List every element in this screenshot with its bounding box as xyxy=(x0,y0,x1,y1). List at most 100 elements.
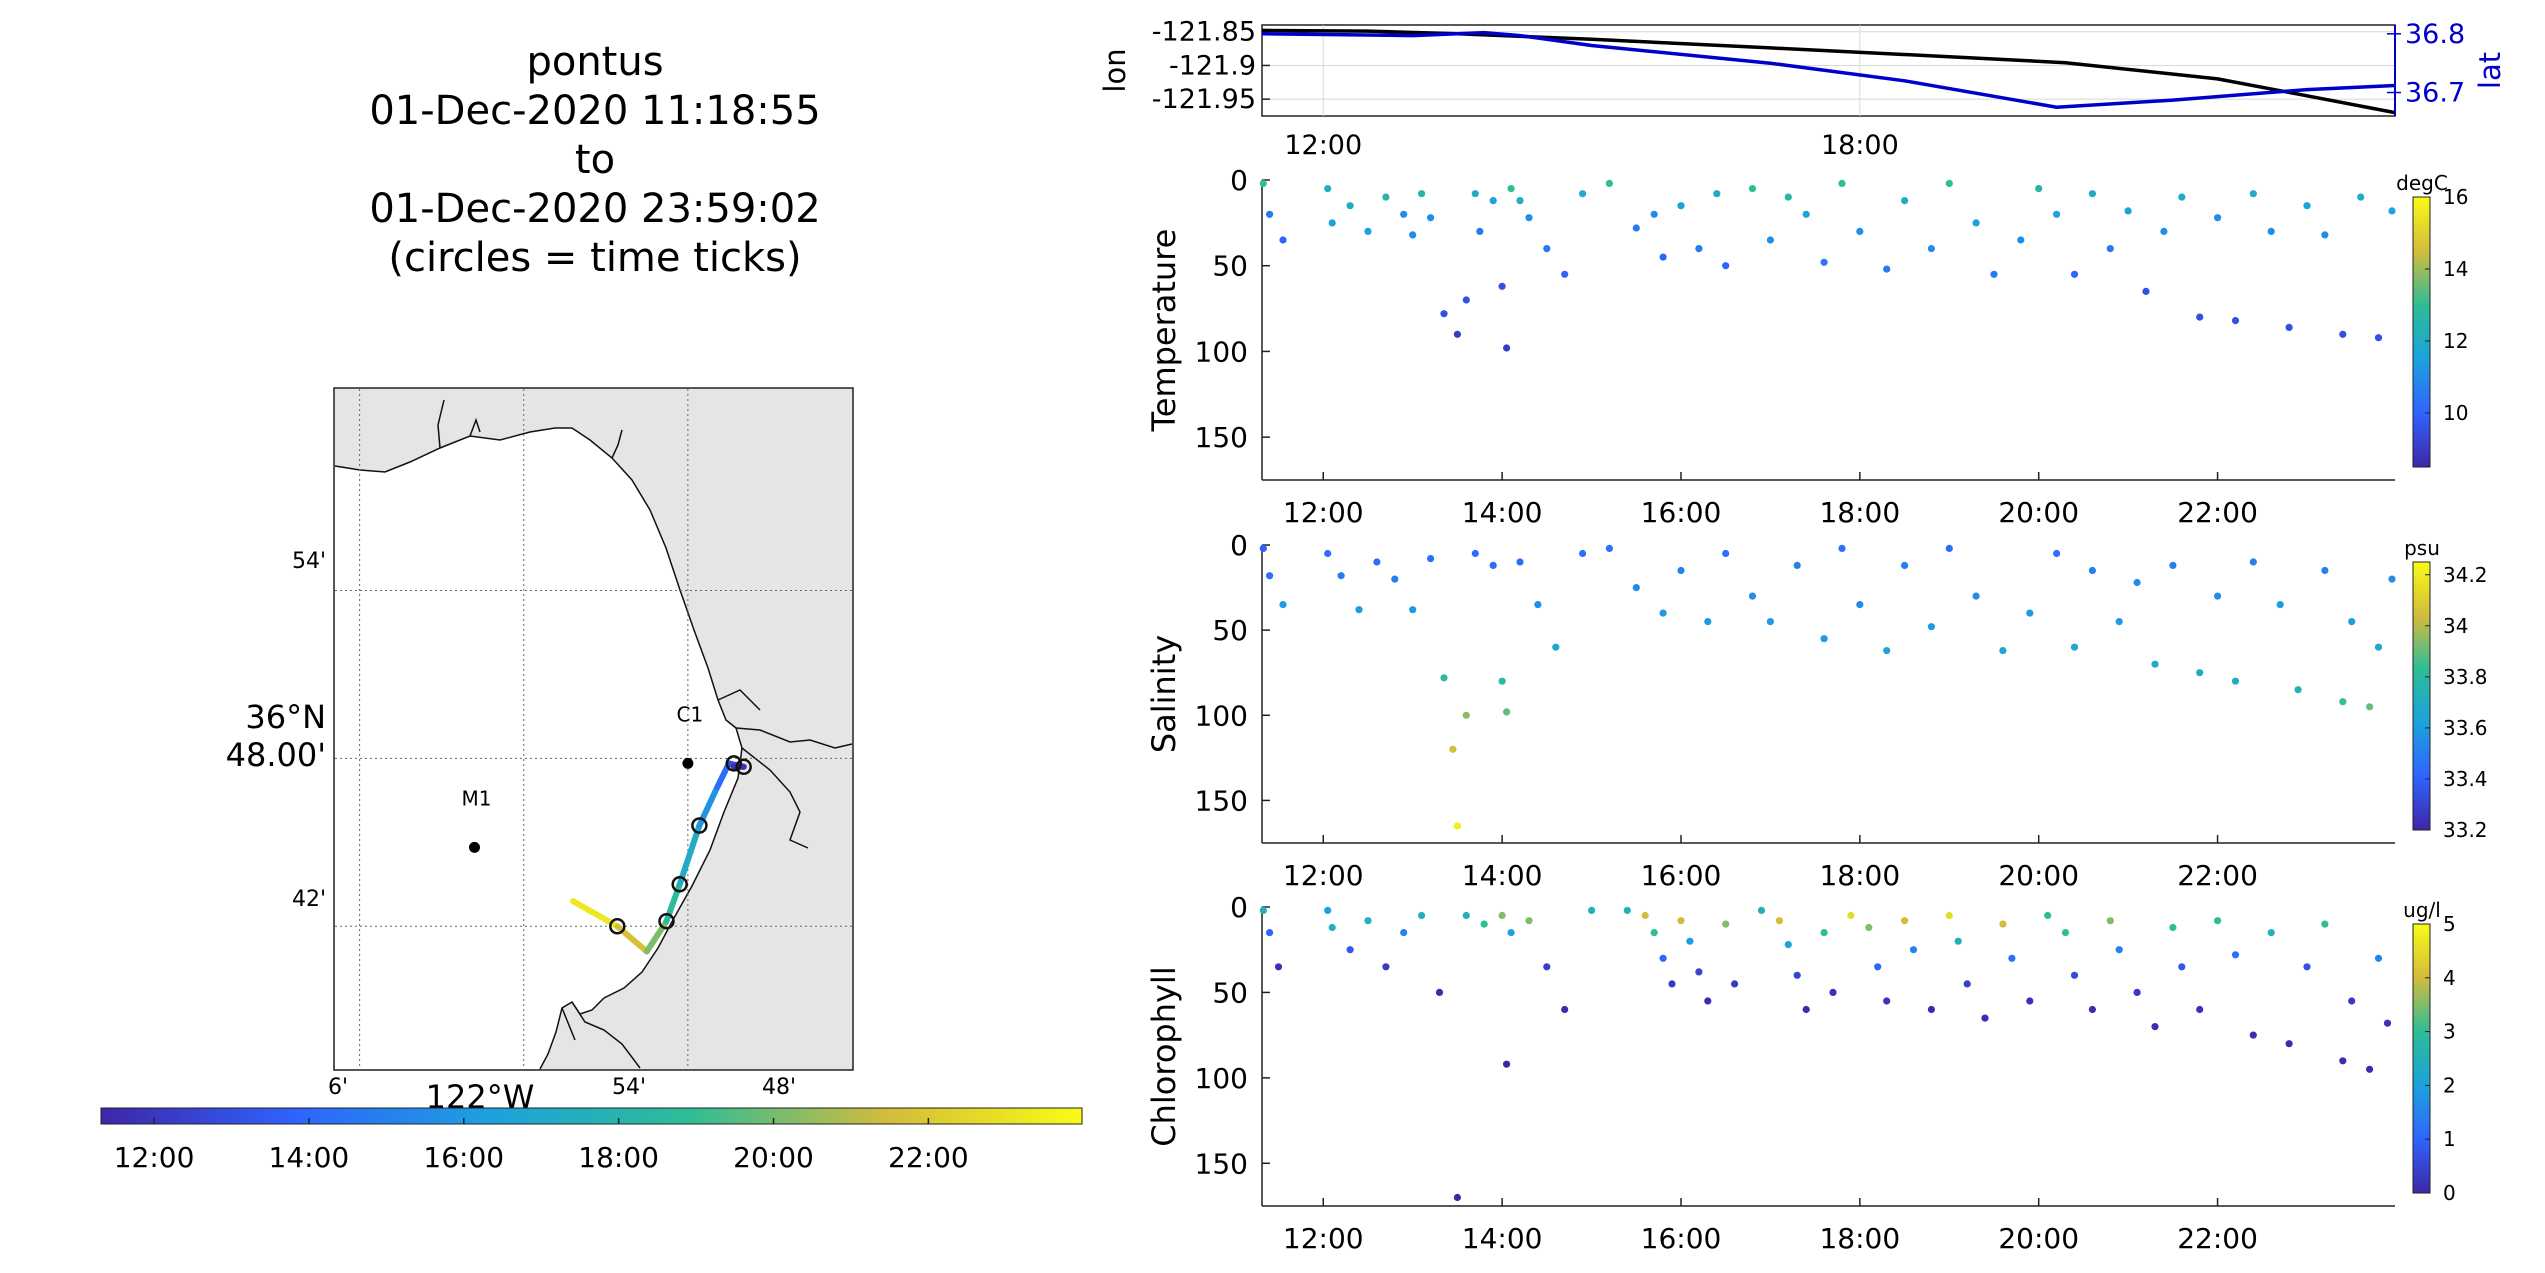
chlorophyll-data-point xyxy=(1328,923,1336,932)
temperature-data-point xyxy=(1266,210,1274,218)
salinity-data-point xyxy=(1259,544,1267,553)
temperature-data-point xyxy=(1409,231,1417,239)
temperature-xtick-label: 12:00 xyxy=(1283,496,1364,529)
salinity-xtick-label: 14:00 xyxy=(1462,859,1543,892)
temperature-data-point xyxy=(2285,323,2293,331)
chlorophyll-data-point xyxy=(2303,963,2311,971)
salinity-data-point xyxy=(2115,618,2123,626)
chlorophyll-data-point xyxy=(2321,920,2329,928)
chlorophyll-data-point xyxy=(1668,980,1676,988)
temperature-data-point xyxy=(2196,313,2204,321)
temperature-data-point xyxy=(1382,193,1390,201)
chlorophyll-data-point xyxy=(2115,946,2123,954)
temperature-colorbar-units: degC xyxy=(2396,171,2448,195)
map-coastline xyxy=(334,427,743,1070)
salinity-ytick-label: 150 xyxy=(1195,784,1248,817)
map-station-label: M1 xyxy=(462,786,492,810)
chlorophyll-data-point xyxy=(1847,911,1855,920)
chlorophyll-data-point xyxy=(1793,971,1801,979)
chlorophyll-data-point xyxy=(1820,929,1828,937)
map-colorbar-tick-label: 16:00 xyxy=(423,1141,504,1174)
temperature-data-point xyxy=(1346,202,1354,210)
temperature-data-point xyxy=(1713,190,1721,198)
map-ocean xyxy=(335,428,742,1069)
chlorophyll-xtick-label: 22:00 xyxy=(2177,1222,2258,1255)
temperature-data-point xyxy=(1883,265,1891,273)
temperature-data-point xyxy=(1471,190,1479,198)
temperature-data-point xyxy=(2017,236,2025,244)
map-time-circle xyxy=(725,755,743,772)
temperature-data-point xyxy=(1462,296,1470,304)
salinity-data-point xyxy=(2169,561,2177,570)
chlorophyll-data-point xyxy=(1999,920,2007,928)
temperature-data-point xyxy=(1503,344,1511,352)
chlorophyll-ytick-label: 150 xyxy=(1195,1147,1248,1180)
salinity-data-point xyxy=(1355,606,1363,614)
salinity-data-point xyxy=(1579,549,1587,558)
chlorophyll-data-point xyxy=(1588,906,1596,915)
chlorophyll-data-point xyxy=(1266,929,1274,937)
chlorophyll-data-point xyxy=(1963,980,1971,988)
salinity-colorbar-tick-label: 33.2 xyxy=(2443,818,2488,842)
temperature-data-point xyxy=(1784,193,1792,201)
chlorophyll-data-point xyxy=(1507,929,1515,937)
temperature-xtick-label: 18:00 xyxy=(1819,496,1900,529)
salinity-data-point xyxy=(1552,643,1560,651)
map-colorbar-ticks: 12:00 14:00 16:00 18:00 20:00 22:00 xyxy=(114,1118,969,1174)
map-station-label: C1 xyxy=(677,702,704,726)
salinity-ylabel: Salinity xyxy=(1145,635,1183,753)
lon-series-line xyxy=(1261,28,2396,115)
salinity-data-point xyxy=(2388,575,2396,583)
temperature-data-point xyxy=(1400,210,1408,218)
chlorophyll-data-point xyxy=(1757,906,1766,915)
temperature-colorbar-tick-label: 16 xyxy=(2443,185,2468,209)
map-colorbar-tick-label: 18:00 xyxy=(578,1141,659,1174)
map-river-east xyxy=(717,689,853,849)
temperature-data-point xyxy=(2357,193,2365,201)
chlorophyll-data-point xyxy=(2169,923,2177,932)
chlorophyll-data-point xyxy=(1945,911,1953,920)
salinity-data-point xyxy=(2374,643,2383,651)
salinity-colorbar-tick-label: 34 xyxy=(2443,614,2468,638)
map-river-north xyxy=(437,399,623,459)
salinity-ytick-label: 0 xyxy=(1230,529,1248,562)
chlorophyll-data-point xyxy=(1623,906,1631,915)
salinity-data-point xyxy=(1489,561,1497,570)
lonlat-ylabel: lon xyxy=(1098,48,1132,92)
salinity-data-point xyxy=(1632,584,1640,592)
chlorophyll-data-point xyxy=(1382,963,1390,971)
chlorophyll-colorbar-tick-label: 4 xyxy=(2443,966,2456,990)
chlorophyll-data-point xyxy=(1677,917,1685,925)
map-lon-label: 6' xyxy=(328,1075,348,1100)
salinity-data-point xyxy=(1856,601,1864,609)
lonlat-panel: -121.85-121.9-121.95 12:00 18:00 36.8 36.7 lo… xyxy=(1098,17,2507,161)
map-stations: M1 C1 xyxy=(462,702,704,853)
temperature-colorbar-tick-label: 10 xyxy=(2443,401,2468,425)
salinity-ytick-label: 100 xyxy=(1195,699,1248,732)
chlorophyll-data-point xyxy=(2061,929,2070,937)
lonlat-ytick-right-label: 36.8 xyxy=(2405,19,2465,50)
salinity-xtick-label: 12:00 xyxy=(1283,859,1364,892)
temperature-xtick-label: 20:00 xyxy=(1998,496,2079,529)
chlorophyll-data-point xyxy=(1259,906,1267,915)
temperature-data-point xyxy=(1561,270,1569,278)
temperature-data-point xyxy=(1440,310,1448,318)
temperature-data-point xyxy=(2231,317,2240,325)
lonlat-ytick-right-label: 36.7 xyxy=(2405,78,2465,109)
temperature-colorbar xyxy=(2412,196,2431,468)
salinity-data-point xyxy=(1373,558,1381,566)
salinity-data-point xyxy=(2070,643,2079,651)
salinity-data-point xyxy=(1901,561,1909,570)
chlorophyll-data-point xyxy=(1418,911,1426,920)
salinity-data-point xyxy=(1453,822,1461,830)
chlorophyll-data-point xyxy=(1453,1193,1461,1202)
temperature-data-point xyxy=(1659,253,1667,261)
chlorophyll-data-point xyxy=(2070,971,2079,979)
salinity-data-point xyxy=(1427,555,1435,563)
temperature-data-point xyxy=(1748,185,1757,193)
temperature-data-point xyxy=(1328,219,1336,227)
salinity-data-point xyxy=(1391,575,1399,583)
chlorophyll-xtick-label: 18:00 xyxy=(1819,1222,1900,1255)
map-time-circle xyxy=(735,758,752,776)
chlorophyll-xtick-label: 12:00 xyxy=(1283,1222,1364,1255)
